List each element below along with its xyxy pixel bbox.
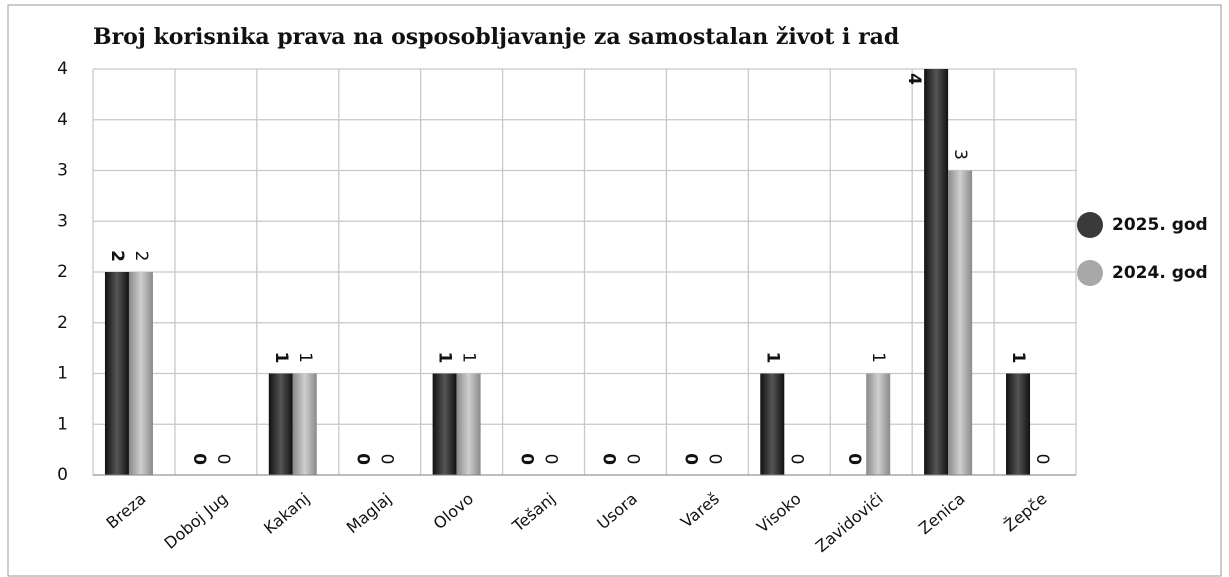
data-label: 0 [786, 454, 806, 465]
legend-label: 2024. god [1112, 263, 1208, 283]
data-label: 0 [377, 454, 397, 465]
data-label: 1 [762, 352, 782, 364]
bar [866, 373, 891, 475]
y-tick-label: 4 [57, 59, 68, 79]
bar [760, 373, 785, 475]
y-tick-label: 3 [57, 161, 68, 181]
bar [948, 170, 973, 475]
y-tick-label: 1 [57, 364, 68, 384]
data-label: 3 [950, 149, 970, 160]
y-tick-label: 2 [57, 262, 68, 282]
data-label: 0 [1032, 454, 1052, 465]
bar [128, 272, 153, 475]
bar [924, 69, 949, 475]
data-label: 1 [295, 352, 315, 363]
data-label: 0 [680, 453, 700, 465]
bar [268, 373, 293, 475]
bar [432, 373, 457, 475]
bar [292, 373, 317, 475]
data-label: 0 [189, 453, 209, 465]
data-label: 1 [868, 352, 888, 363]
legend-marker [1077, 260, 1103, 286]
data-label: 4 [904, 73, 924, 85]
data-label: 0 [213, 454, 233, 465]
data-label: 0 [704, 454, 724, 465]
data-label: 0 [622, 454, 642, 465]
legend-label: 2025. god [1112, 215, 1208, 235]
data-label: 0 [598, 453, 618, 465]
chart-frame [7, 4, 1222, 577]
y-tick-label: 4 [57, 110, 68, 130]
y-tick-label: 0 [57, 465, 68, 485]
bar [1006, 373, 1031, 475]
data-label: 1 [1008, 352, 1028, 364]
y-tick-label: 2 [57, 313, 68, 333]
data-label: 0 [517, 453, 537, 465]
data-label: 0 [353, 453, 373, 465]
data-label: 1 [459, 352, 479, 363]
bar [456, 373, 481, 475]
data-label: 1 [271, 352, 291, 364]
data-label: 0 [844, 453, 864, 465]
data-label: 0 [541, 454, 561, 465]
data-label: 2 [131, 251, 151, 262]
bar [104, 272, 129, 475]
chart-title: Broj korisnika prava na osposobljavanje … [93, 24, 899, 50]
data-label: 2 [107, 250, 127, 262]
legend-marker [1077, 212, 1103, 238]
data-label: 1 [435, 352, 455, 364]
y-tick-label: 1 [57, 414, 68, 434]
y-tick-label: 3 [57, 211, 68, 231]
